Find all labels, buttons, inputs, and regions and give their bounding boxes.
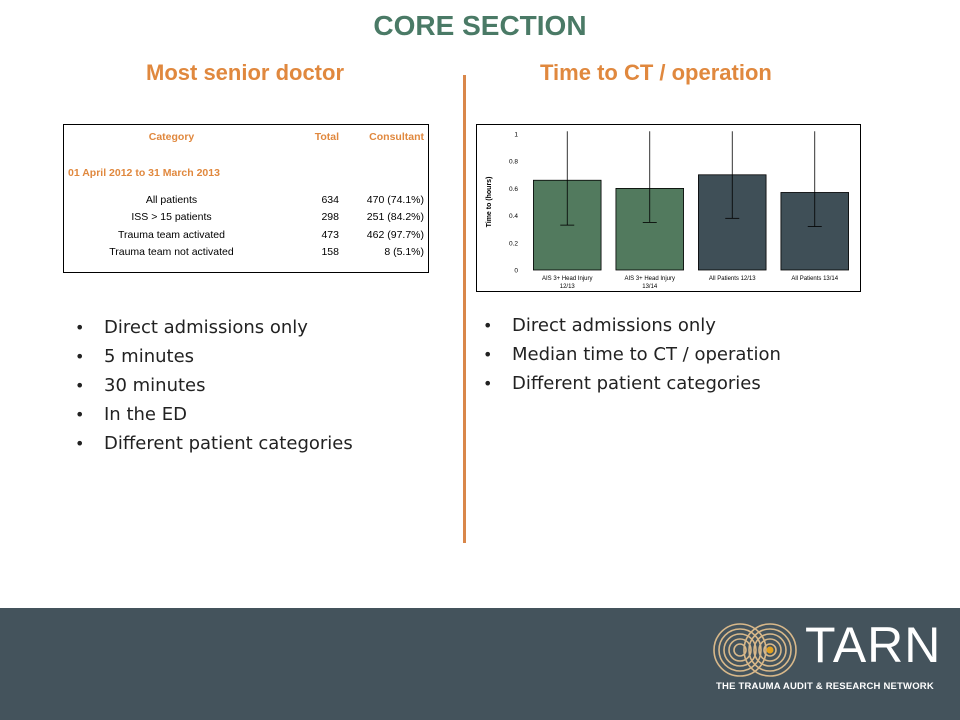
header-total: Total <box>314 131 339 143</box>
logo-ring <box>753 633 787 667</box>
row-total: 473 <box>321 228 339 241</box>
vertical-divider <box>463 75 466 543</box>
header-consultant: Consultant <box>369 131 424 143</box>
y-axis-label: Time to (hours) <box>486 177 493 228</box>
logo-ring <box>758 638 782 662</box>
row-category: ISS > 15 patients <box>131 211 212 224</box>
senior-doctor-table: Category Total Consultant 01 April 2012 … <box>63 124 429 273</box>
row-total: 158 <box>321 246 339 259</box>
row-total: 298 <box>321 211 339 224</box>
row-consultant: 8 (5.1%) <box>384 246 424 259</box>
time-to-ct-chart: Time to (hours) 0 0.2 0.4 0.6 0.8 1 AIS 3+ Head… <box>476 124 861 292</box>
list-item: In the ED <box>75 400 353 429</box>
x-tick-label: All Patients 13/14 <box>791 276 838 282</box>
header-category: Category <box>148 131 195 143</box>
table-period: 01 April 2012 to 31 March 2013 <box>68 167 220 179</box>
row-total: 634 <box>321 193 339 206</box>
logo-ring <box>718 628 762 672</box>
table-row: Trauma team activated 473 462 (97.7%) <box>64 226 424 244</box>
x-tick-label: AIS 3+ Head Injury <box>624 276 675 282</box>
logo-ring <box>728 638 752 662</box>
x-tick-label: 12/13 <box>560 284 576 290</box>
y-tick-label: 0.8 <box>509 159 518 166</box>
logo-ring <box>743 623 797 677</box>
logo-ring <box>713 623 767 677</box>
right-heading: Time to CT / operation <box>540 60 772 85</box>
table-row: All patients 634 470 (74.1%) <box>64 191 424 209</box>
y-tick-label: 0.6 <box>509 186 518 193</box>
y-tick-label: 0.4 <box>509 213 518 220</box>
list-item: Direct admissions only <box>483 311 781 340</box>
table-row: Trauma team not activated 158 8 (5.1%) <box>64 244 424 262</box>
left-bullet-list: Direct admissions only 5 minutes 30 minu… <box>75 313 353 458</box>
row-consultant: 251 (84.2%) <box>366 211 424 224</box>
y-tick-label: 1 <box>514 132 518 139</box>
slide-title: CORE SECTION <box>373 10 587 41</box>
logo-dot <box>766 646 774 654</box>
x-tick-label: All Patients 12/13 <box>709 276 756 282</box>
y-tick-label: 0.2 <box>509 240 518 247</box>
row-consultant: 462 (97.7%) <box>366 228 424 241</box>
list-item: 30 minutes <box>75 371 353 400</box>
list-item: Median time to CT / operation <box>483 340 781 369</box>
row-category: Trauma team activated <box>118 228 225 241</box>
table-row: ISS > 15 patients 298 251 (84.2%) <box>64 209 424 227</box>
x-tick-label: AIS 3+ Head Injury <box>542 276 593 282</box>
list-item: Direct admissions only <box>75 313 353 342</box>
logo-ring <box>748 628 792 672</box>
logo-subtitle: THE TRAUMA AUDIT & RESEARCH NETWORK <box>716 681 934 692</box>
logo-ring <box>763 643 777 657</box>
y-tick-label: 0 <box>514 268 518 275</box>
list-item: 5 minutes <box>75 342 353 371</box>
tarn-logo-icon <box>713 623 797 677</box>
left-heading: Most senior doctor <box>146 60 345 85</box>
row-category: All patients <box>145 193 198 206</box>
row-category: Trauma team not activated <box>109 246 234 259</box>
logo-text: TARN <box>805 617 942 673</box>
list-item: Different patient categories <box>75 429 353 458</box>
x-tick-label: 13/14 <box>642 284 658 290</box>
right-bullet-list: Direct admissions only Median time to CT… <box>483 311 781 398</box>
list-item: Different patient categories <box>483 369 781 398</box>
row-consultant: 470 (74.1%) <box>366 193 424 206</box>
footer-bar <box>0 608 960 720</box>
logo-ring <box>733 643 747 657</box>
logo-ring <box>723 633 757 667</box>
